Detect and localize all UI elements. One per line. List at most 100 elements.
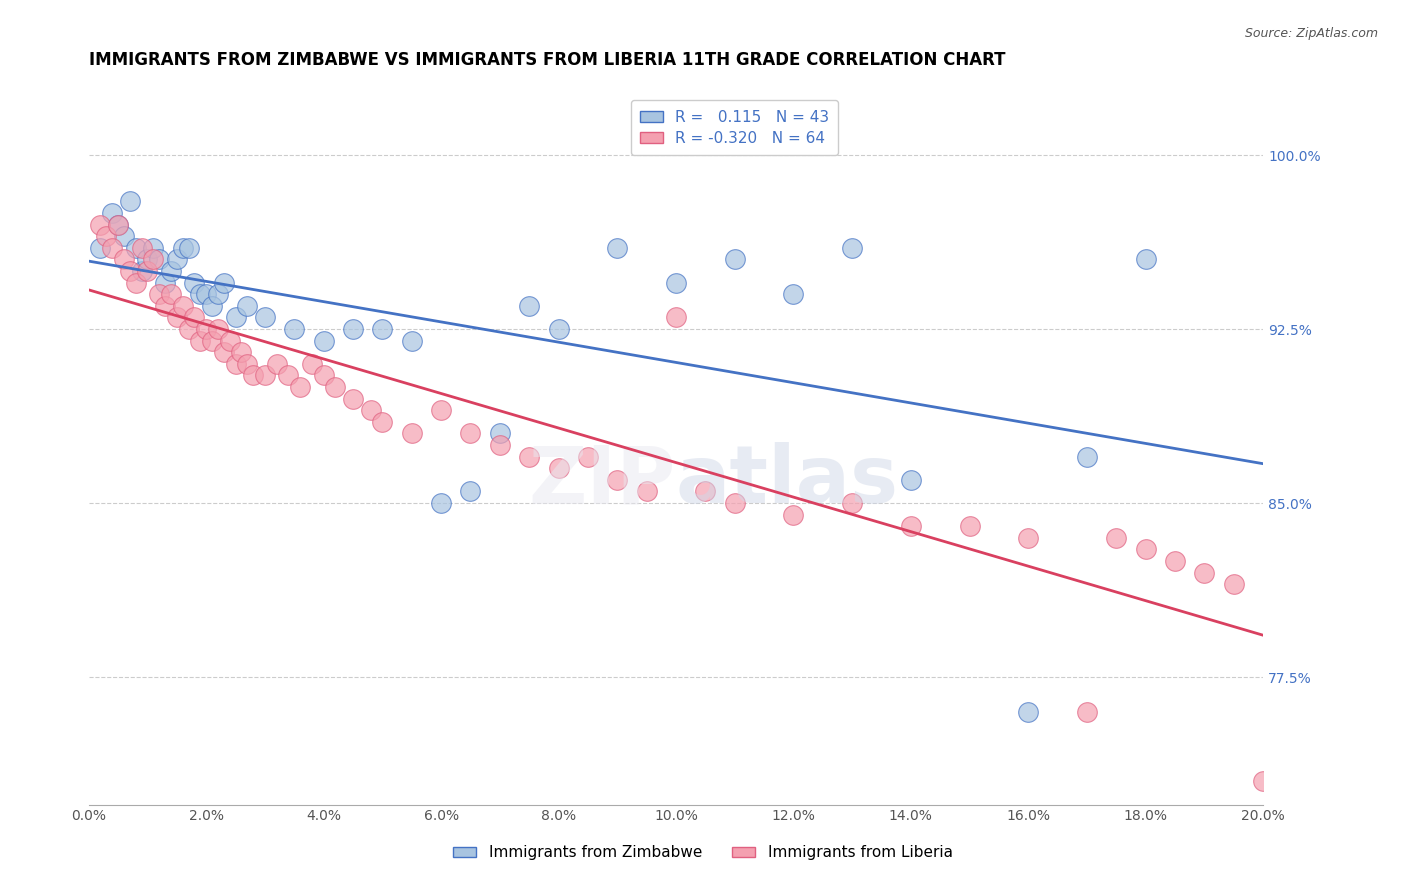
Point: [430, 403, 453, 417]
Point: [1164, 554, 1187, 568]
Point: [782, 508, 804, 522]
Point: [153, 276, 176, 290]
Point: [1310, 612, 1333, 626]
Point: [125, 241, 148, 255]
Point: [724, 496, 747, 510]
Point: [371, 415, 394, 429]
Point: [107, 218, 129, 232]
Point: [201, 299, 224, 313]
Point: [277, 368, 299, 383]
Point: [460, 426, 482, 441]
Point: [153, 299, 176, 313]
Point: [900, 519, 922, 533]
Point: [131, 264, 153, 278]
Point: [236, 357, 259, 371]
Point: [212, 345, 235, 359]
Point: [231, 345, 253, 359]
Point: [142, 241, 165, 255]
Point: [517, 299, 540, 313]
Text: atlas: atlas: [676, 442, 898, 520]
Point: [547, 461, 569, 475]
Point: [488, 426, 510, 441]
Point: [636, 484, 658, 499]
Point: [517, 450, 540, 464]
Point: [325, 380, 347, 394]
Point: [1135, 542, 1157, 557]
Point: [312, 334, 335, 348]
Point: [342, 392, 364, 406]
Point: [488, 438, 510, 452]
Point: [177, 322, 200, 336]
Point: [606, 473, 628, 487]
Point: [1281, 589, 1303, 603]
Point: [172, 299, 194, 313]
Point: [118, 194, 141, 209]
Point: [131, 241, 153, 255]
Point: [136, 264, 159, 278]
Point: [118, 264, 141, 278]
Point: [236, 299, 259, 313]
Point: [112, 252, 135, 267]
Point: [360, 403, 382, 417]
Point: [266, 357, 288, 371]
Point: [218, 334, 240, 348]
Point: [301, 357, 323, 371]
Point: [183, 310, 205, 325]
Point: [148, 287, 170, 301]
Point: [1076, 705, 1098, 719]
Point: [201, 334, 224, 348]
Point: [1223, 577, 1246, 591]
Point: [101, 241, 124, 255]
Point: [606, 241, 628, 255]
Point: [125, 276, 148, 290]
Point: [112, 229, 135, 244]
Point: [89, 241, 111, 255]
Point: [107, 218, 129, 232]
Point: [89, 218, 111, 232]
Point: [841, 241, 863, 255]
Point: [576, 450, 599, 464]
Point: [148, 252, 170, 267]
Point: [401, 334, 423, 348]
Point: [665, 276, 688, 290]
Point: [195, 287, 218, 301]
Point: [547, 322, 569, 336]
Point: [283, 322, 305, 336]
Point: [342, 322, 364, 336]
Point: [288, 380, 311, 394]
Point: [242, 368, 264, 383]
Point: [841, 496, 863, 510]
Point: [101, 206, 124, 220]
Point: [1017, 531, 1039, 545]
Point: [177, 241, 200, 255]
Point: [1105, 531, 1128, 545]
Point: [136, 252, 159, 267]
Point: [207, 287, 229, 301]
Point: [166, 252, 188, 267]
Point: [959, 519, 981, 533]
Point: [195, 322, 218, 336]
Point: [225, 357, 247, 371]
Legend: Immigrants from Zimbabwe, Immigrants from Liberia: Immigrants from Zimbabwe, Immigrants fro…: [447, 839, 959, 866]
Point: [312, 368, 335, 383]
Point: [1194, 566, 1216, 580]
Point: [900, 473, 922, 487]
Point: [1135, 252, 1157, 267]
Point: [665, 310, 688, 325]
Text: IMMIGRANTS FROM ZIMBABWE VS IMMIGRANTS FROM LIBERIA 11TH GRADE CORRELATION CHART: IMMIGRANTS FROM ZIMBABWE VS IMMIGRANTS F…: [89, 51, 1005, 69]
Point: [166, 310, 188, 325]
Point: [142, 252, 165, 267]
Text: Source: ZipAtlas.com: Source: ZipAtlas.com: [1244, 27, 1378, 40]
Point: [207, 322, 229, 336]
Text: ZIP: ZIP: [529, 442, 676, 520]
Point: [188, 334, 211, 348]
Point: [401, 426, 423, 441]
Point: [225, 310, 247, 325]
Point: [371, 322, 394, 336]
Point: [183, 276, 205, 290]
Point: [188, 287, 211, 301]
Point: [96, 229, 118, 244]
Point: [1340, 624, 1362, 638]
Point: [460, 484, 482, 499]
Point: [160, 287, 183, 301]
